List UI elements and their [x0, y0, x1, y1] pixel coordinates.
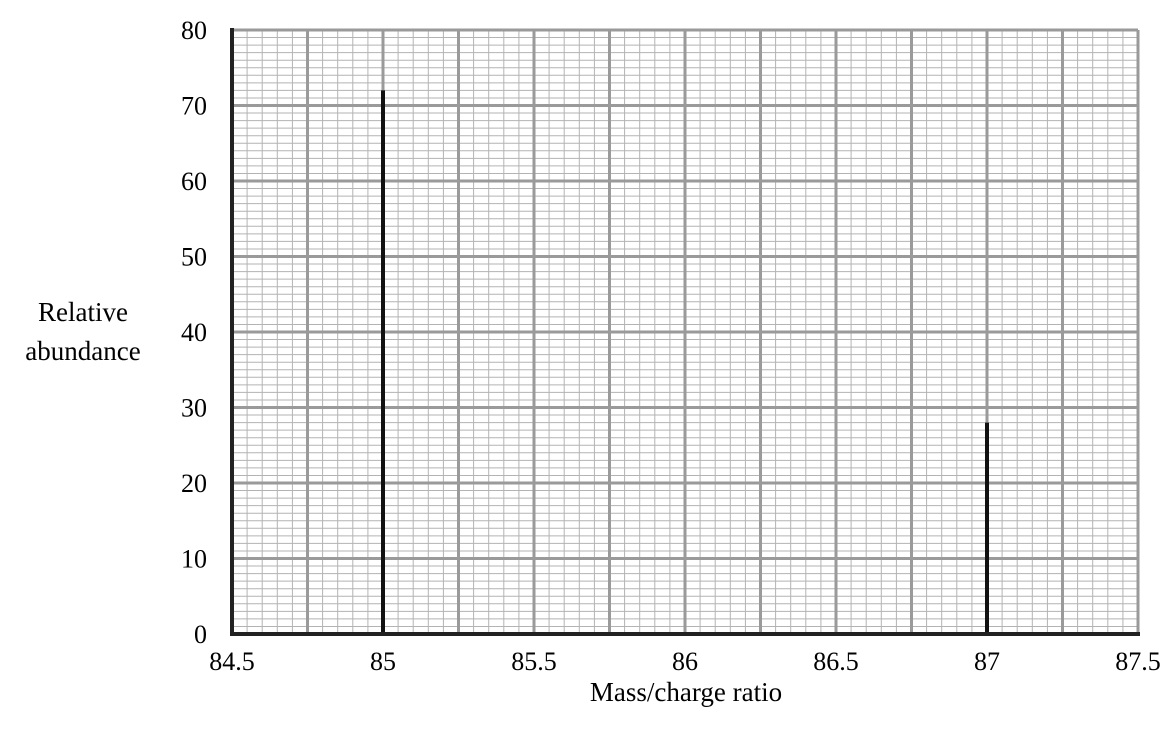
y-tick-label: 80: [181, 16, 207, 45]
y-tick-labels: 0 10 20 30 40 50 60 70 80: [181, 16, 207, 649]
x-tick-label: 85: [370, 647, 396, 676]
y-tick-label: 50: [181, 243, 207, 272]
y-tick-label: 70: [181, 92, 207, 121]
x-tick-label: 87: [974, 647, 1000, 676]
x-tick-labels: 84.5 85 85.5 86 86.5 87 87.5: [209, 647, 1161, 676]
x-tick-label: 85.5: [511, 647, 557, 676]
x-tick-label: 84.5: [209, 647, 255, 676]
x-tick-label: 87.5: [1115, 647, 1161, 676]
y-axis-label-line-1: Relative: [38, 297, 128, 327]
y-tick-label: 0: [194, 620, 207, 649]
spectrum-bars: [381, 90, 989, 634]
x-tick-label: 86: [672, 647, 698, 676]
y-tick-label: 20: [181, 469, 207, 498]
x-tick-label: 86.5: [813, 647, 859, 676]
y-tick-label: 60: [181, 167, 207, 196]
y-tick-label: 30: [181, 394, 207, 423]
y-tick-label: 40: [181, 318, 207, 347]
y-axis-label-line-2: abundance: [25, 336, 140, 366]
y-tick-label: 10: [181, 545, 207, 574]
x-axis-label: Mass/charge ratio: [590, 677, 782, 707]
